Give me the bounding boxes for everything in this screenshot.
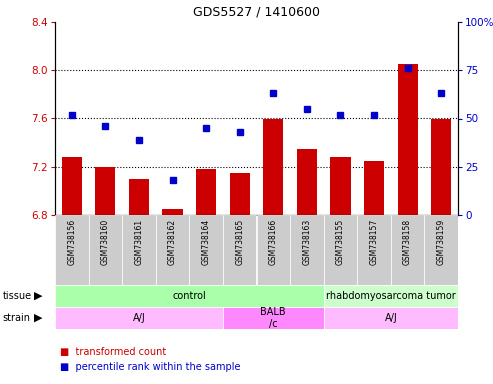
Bar <box>230 173 250 215</box>
Text: GSM738157: GSM738157 <box>370 218 379 265</box>
Text: BALB
/c: BALB /c <box>260 307 286 329</box>
Text: tissue: tissue <box>2 291 32 301</box>
Bar <box>55 215 89 285</box>
Text: GSM738156: GSM738156 <box>67 218 76 265</box>
Text: strain: strain <box>2 313 31 323</box>
Text: rhabdomyosarcoma tumor: rhabdomyosarcoma tumor <box>326 291 456 301</box>
Bar <box>324 285 458 307</box>
Bar <box>122 215 156 285</box>
Text: GSM738155: GSM738155 <box>336 218 345 265</box>
Bar <box>62 157 82 215</box>
Text: GSM738159: GSM738159 <box>437 218 446 265</box>
Bar <box>223 307 324 329</box>
Bar <box>129 179 149 215</box>
Text: GSM738165: GSM738165 <box>235 218 244 265</box>
Bar <box>256 215 290 285</box>
Text: control: control <box>173 291 206 301</box>
Bar <box>55 285 324 307</box>
Text: ■  transformed count: ■ transformed count <box>60 347 166 357</box>
Text: A/J: A/J <box>385 313 397 323</box>
Bar <box>55 307 223 329</box>
Bar <box>324 215 357 285</box>
Bar <box>391 215 424 285</box>
Bar <box>89 215 122 285</box>
Text: ▶: ▶ <box>34 313 42 323</box>
Bar <box>290 215 324 285</box>
Bar <box>163 209 182 215</box>
Bar <box>297 149 317 215</box>
Text: GSM738161: GSM738161 <box>135 218 143 265</box>
Text: GSM738162: GSM738162 <box>168 218 177 265</box>
Bar <box>397 64 418 215</box>
Text: GDS5527 / 1410600: GDS5527 / 1410600 <box>193 5 320 18</box>
Text: ▶: ▶ <box>34 291 42 301</box>
Bar <box>223 215 256 285</box>
Bar <box>424 215 458 285</box>
Bar <box>431 119 451 215</box>
Bar <box>189 215 223 285</box>
Text: A/J: A/J <box>133 313 145 323</box>
Text: GSM738164: GSM738164 <box>202 218 211 265</box>
Bar <box>95 167 115 215</box>
Text: GSM738166: GSM738166 <box>269 218 278 265</box>
Bar <box>196 169 216 215</box>
Text: GSM738160: GSM738160 <box>101 218 110 265</box>
Bar <box>364 161 384 215</box>
Bar <box>324 307 458 329</box>
Text: ■  percentile rank within the sample: ■ percentile rank within the sample <box>60 362 241 372</box>
Bar <box>156 215 189 285</box>
Text: GSM738158: GSM738158 <box>403 218 412 265</box>
Bar <box>330 157 351 215</box>
Bar <box>357 215 391 285</box>
Bar <box>263 119 283 215</box>
Text: GSM738163: GSM738163 <box>302 218 312 265</box>
